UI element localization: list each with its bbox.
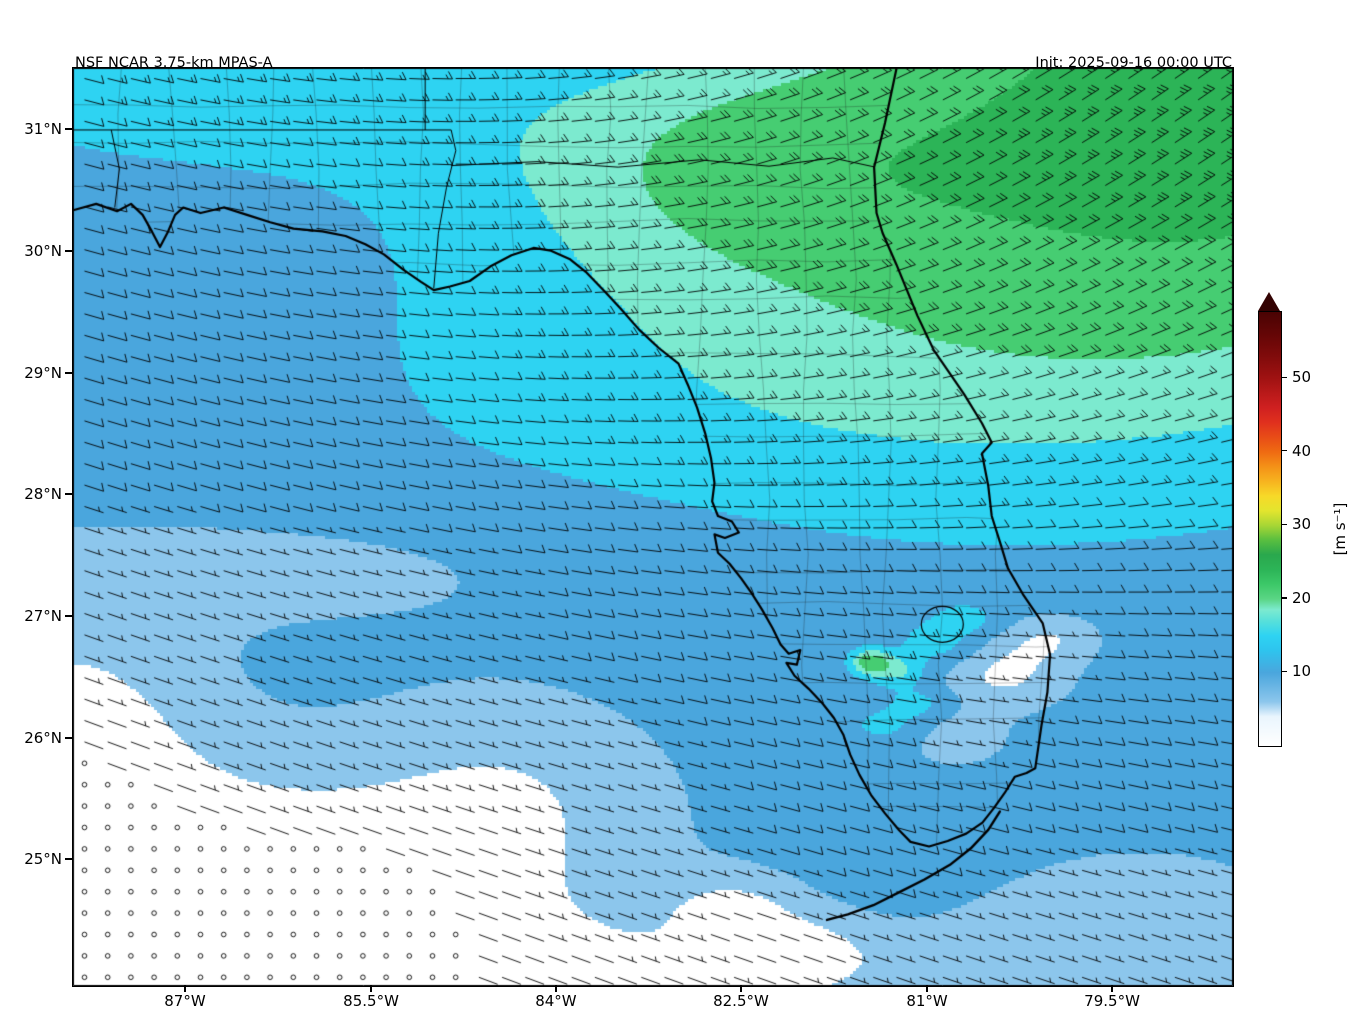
- lon-tick-label: 79.5°W: [1084, 992, 1140, 1010]
- lon-tick-mark: [740, 985, 742, 992]
- lat-tick-label: 25°N: [24, 849, 62, 868]
- lon-tick-label: 85.5°W: [343, 992, 399, 1010]
- colorbar-tick-label: 30: [1292, 515, 1312, 534]
- lat-tick-label: 26°N: [24, 728, 62, 747]
- lon-tick-mark: [555, 985, 557, 992]
- lat-tick-mark: [65, 372, 72, 374]
- colorbar-units-label: [m s⁻¹]: [1331, 502, 1349, 556]
- lat-tick-label: 29°N: [24, 363, 62, 382]
- colorbar-tick-label: 50: [1292, 368, 1312, 387]
- lat-tick-label: 27°N: [24, 606, 62, 625]
- colorbar-tick-label: 10: [1292, 662, 1312, 681]
- colorbar-tick-mark: [1281, 376, 1287, 378]
- colorbar-over-arrow: [1258, 292, 1280, 311]
- lon-tick-label: 87°W: [164, 992, 206, 1010]
- colorbar-tick-mark: [1281, 523, 1287, 525]
- lat-tick-mark: [65, 250, 72, 252]
- colorbar-tick-mark: [1281, 450, 1287, 452]
- lat-tick-mark: [65, 858, 72, 860]
- lat-tick-label: 30°N: [24, 241, 62, 260]
- lat-tick-label: 28°N: [24, 484, 62, 503]
- lat-tick-mark: [65, 493, 72, 495]
- lon-tick-mark: [370, 985, 372, 992]
- lon-tick-mark: [1111, 985, 1113, 992]
- colorbar-tick-label: 20: [1292, 588, 1312, 607]
- colorbar-tick-mark: [1281, 597, 1287, 599]
- lon-tick-label: 84°W: [535, 992, 577, 1010]
- colorbar-tick-label: 40: [1292, 441, 1312, 460]
- colorbar-gradient: [1258, 311, 1282, 747]
- lat-tick-mark: [65, 128, 72, 130]
- lat-tick-mark: [65, 737, 72, 739]
- lat-tick-label: 31°N: [24, 119, 62, 138]
- lon-tick-label: 82.5°W: [713, 992, 769, 1010]
- lon-tick-mark: [184, 985, 186, 992]
- lat-tick-mark: [65, 615, 72, 617]
- wind-map-plot: [72, 67, 1234, 987]
- colorbar-tick-mark: [1281, 670, 1287, 673]
- lon-tick-label: 81°W: [906, 992, 948, 1010]
- lon-tick-mark: [926, 985, 928, 992]
